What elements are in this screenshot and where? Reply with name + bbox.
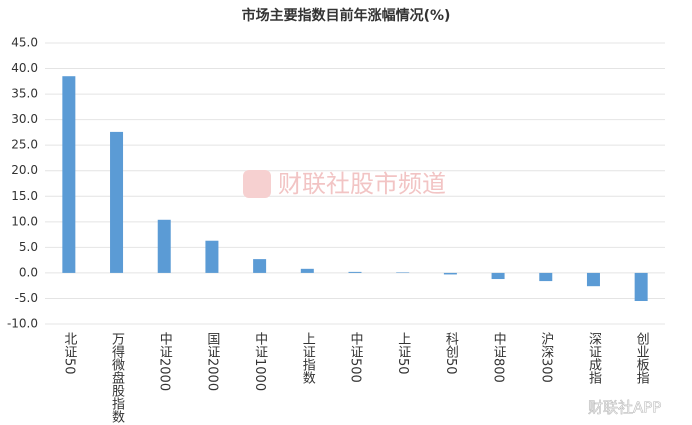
- bar: [634, 272, 648, 302]
- y-tick-label: 10.0: [11, 214, 38, 228]
- y-tick-label: -5.0: [15, 291, 38, 305]
- bar: [348, 271, 362, 273]
- x-tick-label: 沪深300: [538, 331, 554, 382]
- bar: [539, 272, 553, 282]
- bar: [253, 259, 267, 273]
- x-tick-label: 上证50: [395, 332, 411, 375]
- y-tick-label: 5.0: [19, 240, 38, 254]
- y-tick-label: 35.0: [11, 87, 38, 101]
- bar: [205, 240, 219, 273]
- bar: [586, 272, 600, 287]
- x-tick-label: 北证50: [61, 332, 77, 375]
- y-tick-label: 40.0: [11, 61, 38, 75]
- bar: [110, 131, 124, 273]
- y-tick-label: 30.0: [11, 112, 38, 126]
- x-tick-label: 上证指数: [300, 332, 316, 384]
- x-tick-label: 创业板指: [634, 332, 650, 384]
- x-tick-label: 中证800: [491, 332, 507, 383]
- source-watermark: 财联社APP: [588, 399, 661, 417]
- y-tick-label: -10.0: [7, 317, 38, 331]
- bar: [396, 272, 410, 273]
- bar: [157, 219, 171, 273]
- bar: [62, 76, 76, 273]
- bar: [443, 272, 457, 275]
- watermark: 财联社股市频道: [278, 170, 446, 198]
- x-tick-label: 中证2000: [157, 332, 173, 391]
- y-tick-label: 25.0: [11, 138, 38, 152]
- y-tick-label: 45.0: [11, 36, 38, 50]
- x-tick-label: 中证1000: [252, 332, 268, 391]
- x-tick-label: 中证500: [348, 332, 364, 383]
- bar: [300, 268, 314, 273]
- bar: [491, 272, 505, 280]
- x-tick-label: 万得微盘股指数: [109, 332, 125, 423]
- x-tick-label: 科创50: [443, 332, 459, 375]
- watermark-logo: [243, 170, 271, 198]
- x-tick-label: 深证成指: [586, 332, 602, 384]
- y-tick-label: 20.0: [11, 163, 38, 177]
- x-tick-label: 国证2000: [204, 332, 220, 391]
- y-tick-label: 15.0: [11, 189, 38, 203]
- chart-title: 市场主要指数目前年涨幅情况(%): [242, 7, 451, 24]
- y-tick-label: 0.0: [19, 265, 38, 279]
